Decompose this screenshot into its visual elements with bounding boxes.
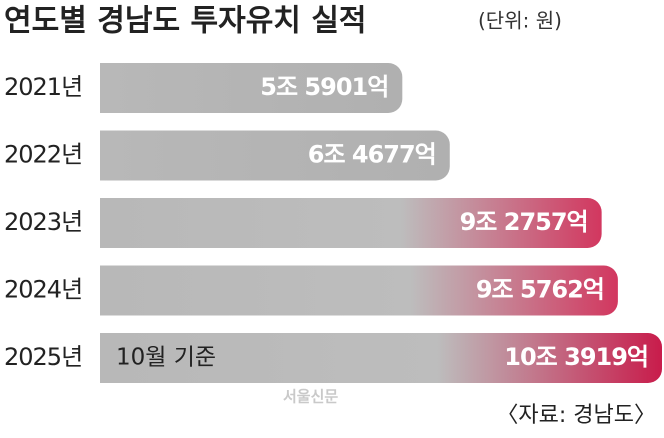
source: 〈자료: 경남도〉 <box>496 403 656 428</box>
value-label: 6조 4677억 <box>308 141 436 169</box>
watermark: 서울신문 <box>283 388 338 406</box>
y-tick-label: 2023년 <box>4 208 82 236</box>
value-label: 10조 3919억 <box>504 343 648 371</box>
bar <box>100 130 450 181</box>
y-tick-label: 2024년 <box>4 276 82 304</box>
value-label: 9조 2757억 <box>460 208 588 236</box>
bar <box>100 198 602 248</box>
y-tick-label: 2021년 <box>4 73 82 101</box>
y-tick-label: 2022년 <box>4 141 82 169</box>
bar <box>100 333 662 383</box>
bar <box>100 265 618 316</box>
unit-note: (단위: 원) <box>478 9 562 33</box>
chart-title: 연도별 경남도 투자유치 실적 <box>4 4 367 39</box>
annotation: 10월 기준 <box>116 345 216 371</box>
value-label: 5조 5901억 <box>260 73 388 101</box>
y-tick-label: 2025년 <box>4 343 82 371</box>
value-label: 9조 5762억 <box>476 276 604 304</box>
bar <box>100 63 403 114</box>
